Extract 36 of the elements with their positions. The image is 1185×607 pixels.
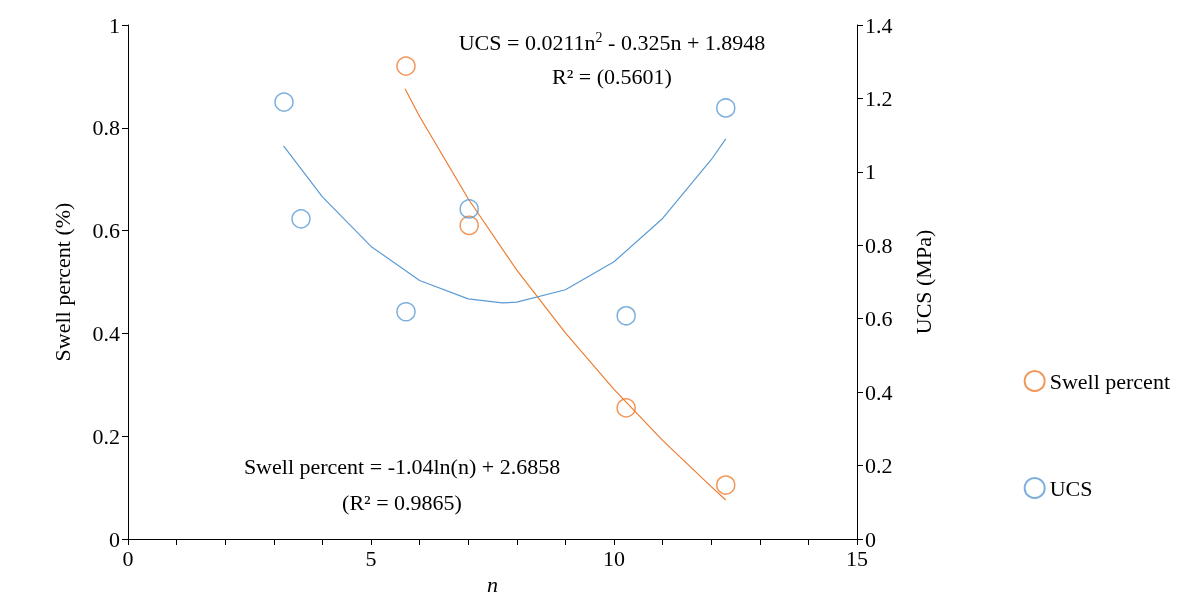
point <box>396 56 416 76</box>
y2-tick-label: 1 <box>865 159 876 185</box>
point <box>291 209 311 229</box>
x-tick-label: 15 <box>846 545 868 571</box>
y-tick-label: 0.2 <box>92 423 120 449</box>
point <box>716 98 736 118</box>
point <box>459 199 479 219</box>
y2-tick-label: 0.4 <box>865 379 893 405</box>
y2-tick-label: 1.4 <box>865 12 893 38</box>
y-axis-title: Swell percent (%) <box>49 202 75 362</box>
annotation: Swell percent = -1.04ln(n) + 2.6858 <box>243 453 561 479</box>
point <box>616 306 636 326</box>
y2-tick-label: 1.2 <box>865 85 893 111</box>
point <box>459 215 479 236</box>
y2-tick-label: 0.2 <box>865 453 893 479</box>
y2-tick-label: 0 <box>865 526 876 552</box>
x-tick-label: 10 <box>603 545 625 571</box>
point <box>274 92 294 112</box>
y2-axis-title: UCS (MPa) <box>910 229 936 335</box>
y2-tick-label: 0.6 <box>865 306 893 332</box>
x-axis-title: n <box>487 572 498 598</box>
y-tick-label: 0 <box>109 526 120 552</box>
annotation: (R² = 0.9865) <box>342 489 462 515</box>
y-tick-label: 0.8 <box>92 115 120 141</box>
point <box>716 475 736 495</box>
y-tick-label: 1 <box>109 12 120 38</box>
legend-label: UCS <box>1049 475 1093 501</box>
point <box>396 301 416 322</box>
legend-label: Swell percent <box>1049 368 1171 394</box>
line-series <box>282 138 727 304</box>
point <box>616 398 636 418</box>
annotation: R² = (0.5601) <box>552 63 672 89</box>
y-tick-label: 0.6 <box>92 218 120 244</box>
y-tick-label: 0.4 <box>92 320 120 346</box>
x-tick-label: 5 <box>365 545 377 571</box>
y2-tick-label: 0.8 <box>865 232 893 258</box>
